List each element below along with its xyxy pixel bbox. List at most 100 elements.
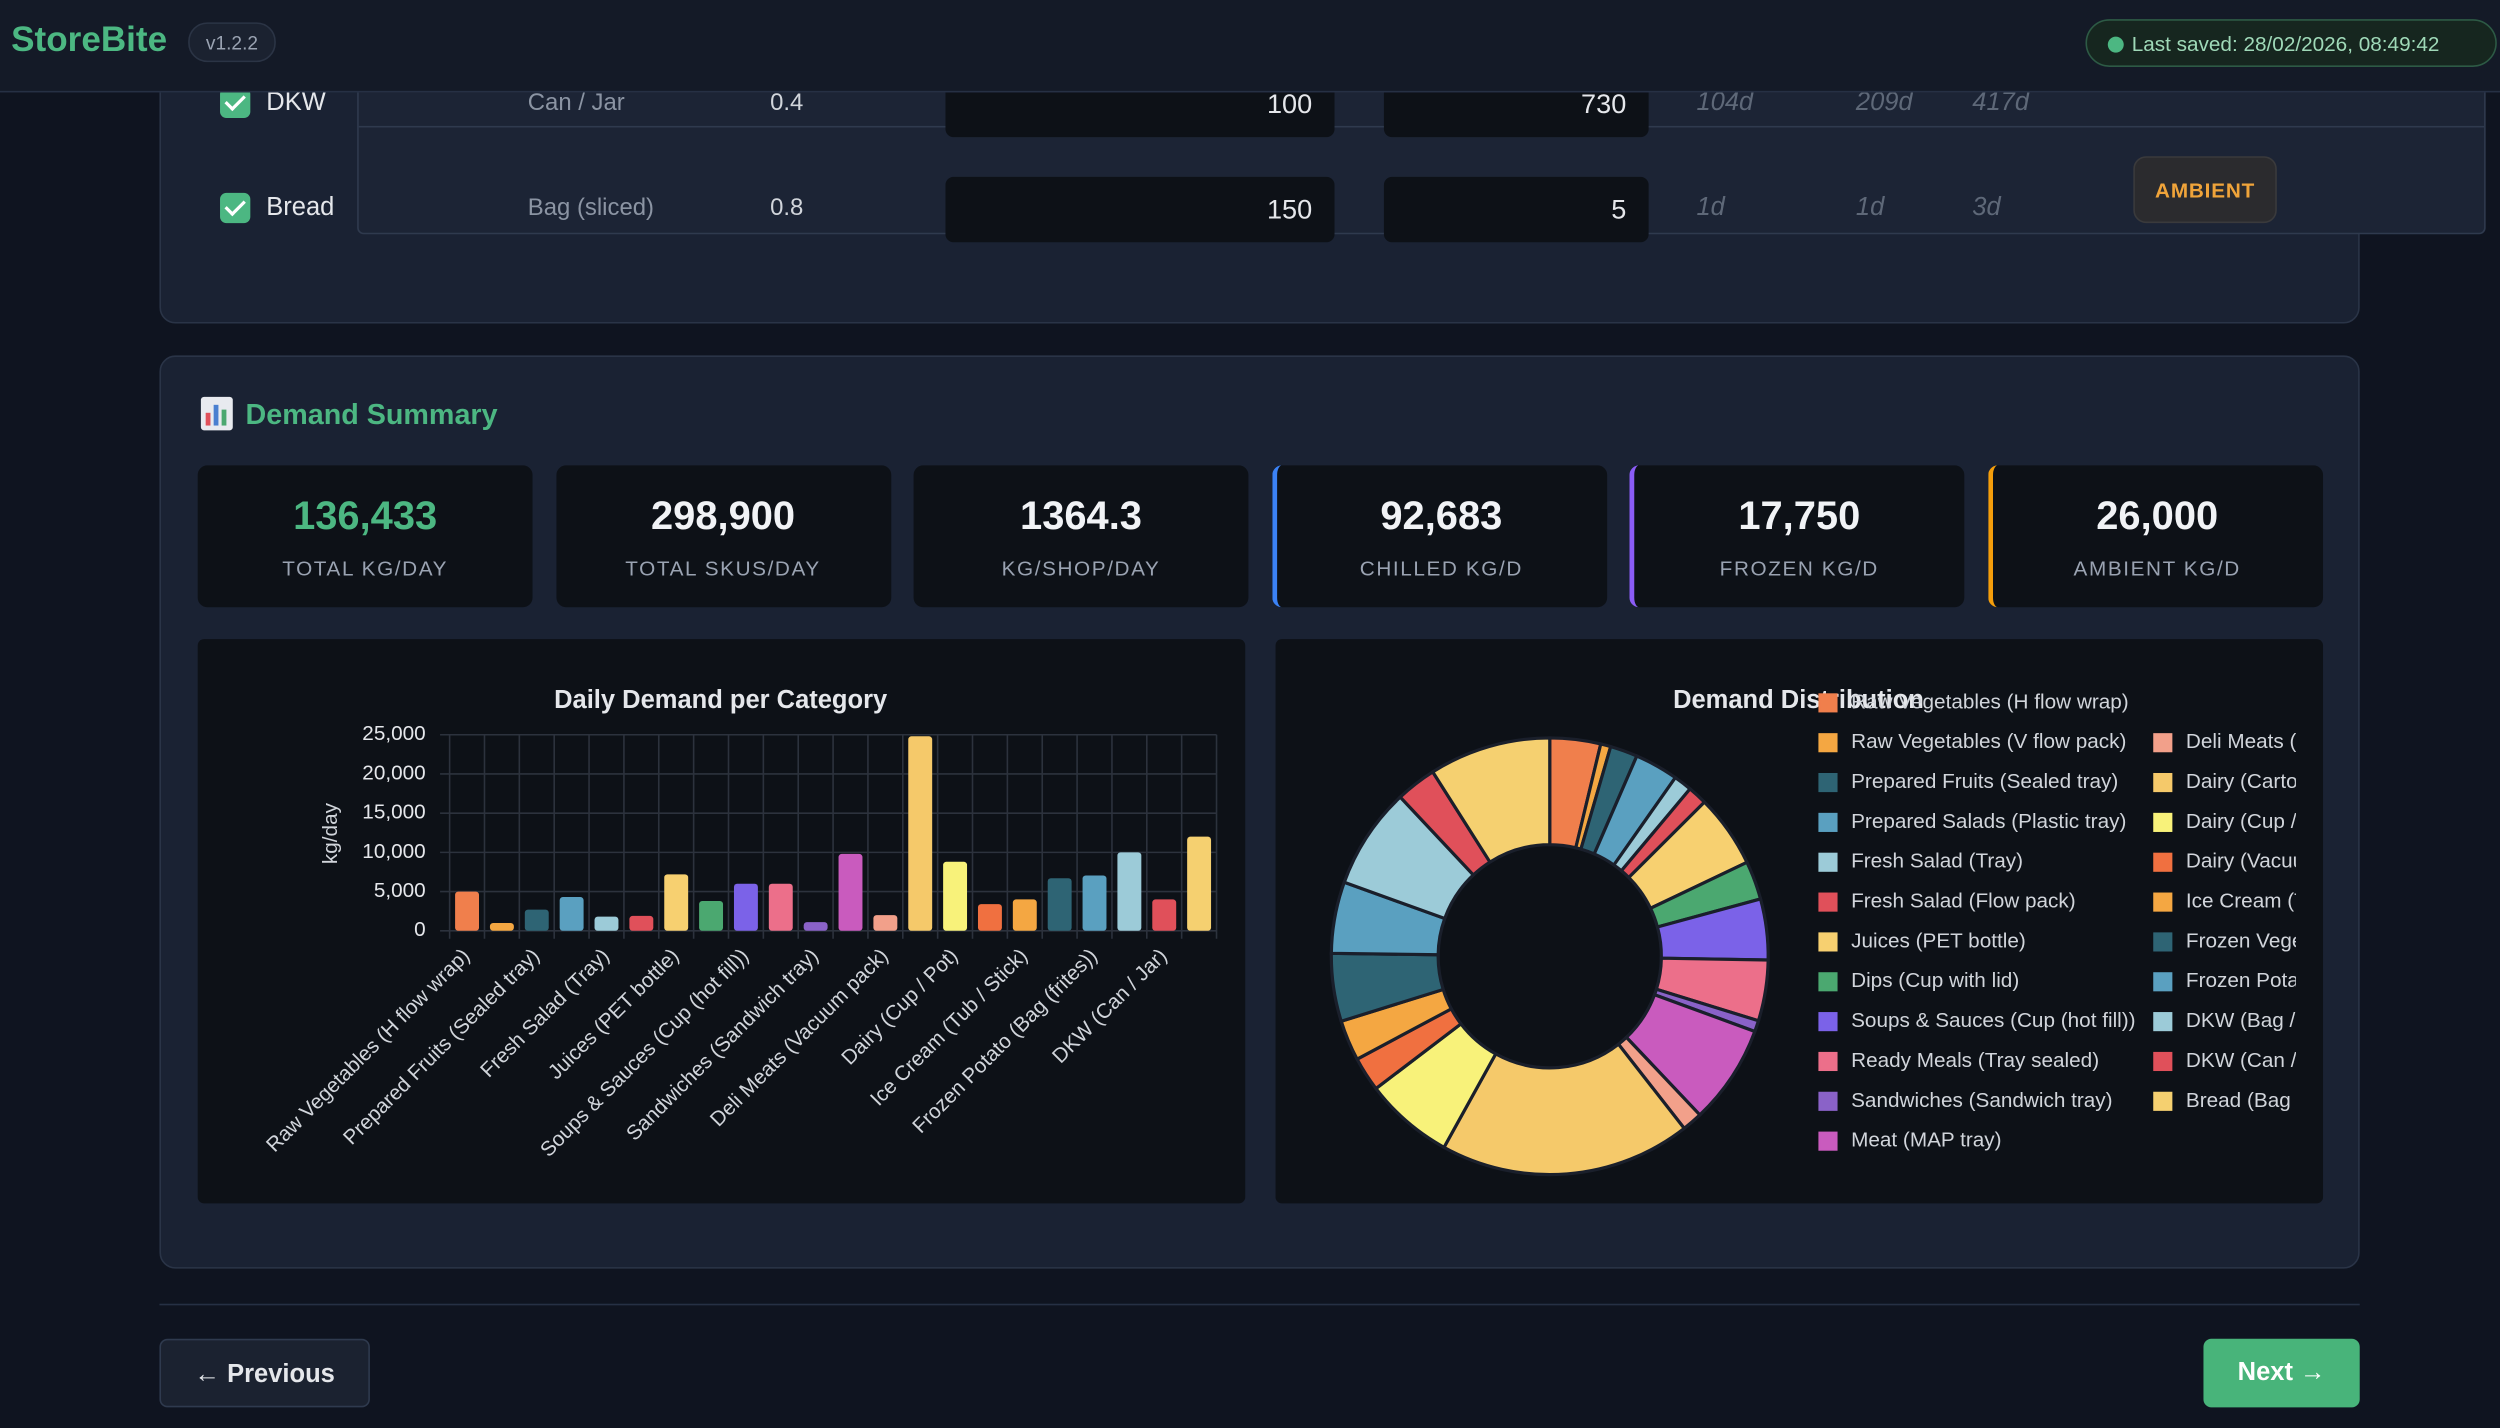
legend-swatch: [1818, 1051, 1838, 1072]
legend-swatch: [2153, 972, 2173, 992]
stat-value: 136,433: [293, 494, 438, 539]
item-name: Bread: [266, 194, 335, 222]
days: 1d: [1696, 194, 1725, 222]
pack-type: Bag (sliced): [527, 194, 655, 222]
legend-swatch: [2153, 812, 2173, 832]
days: 104d: [1696, 89, 1754, 117]
stat-card: 1364.3 KG/SHOP/DAY: [913, 465, 1249, 608]
legend-swatch: [2153, 1012, 2173, 1032]
stat-label: KG/SHOP/DAY: [1001, 556, 1161, 581]
legend-label: Ready Meals (Tray sealed): [1851, 1049, 2099, 1072]
checkbox: [220, 87, 251, 118]
divider: [159, 1303, 2360, 1306]
stat-card: 26,000 AMBIENT KG/D: [1987, 465, 2323, 608]
legend-label: Meat (MAP tray): [1851, 1129, 2001, 1152]
y-tick-label: 20,000: [362, 761, 425, 784]
bar: [1047, 878, 1072, 931]
weight: 0.8: [770, 194, 804, 222]
bar: [489, 922, 514, 931]
legend-swatch: [2153, 1051, 2173, 1072]
stat-card: 17,750 FROZEN KG/D: [1629, 465, 1965, 608]
legend-swatch: [2153, 772, 2173, 793]
legend-swatch: [1818, 1012, 1838, 1032]
item-name: DKW: [266, 89, 326, 117]
legend-swatch: [1818, 812, 1838, 832]
legend-swatch: [1818, 772, 1838, 793]
y-axis-label: kg/day: [319, 802, 342, 864]
legend-label: Sandwiches (Sandwich tray): [1851, 1089, 2112, 1112]
legend-label: Juices (PET bottle): [1851, 929, 2026, 952]
bar: [768, 883, 793, 931]
bar: [838, 853, 863, 931]
legend-swatch: [1818, 892, 1838, 912]
temp-badge: AMBIENT: [2133, 156, 2277, 224]
legend-label: Dairy (Carton): [2186, 770, 2316, 793]
legend-swatch: [1818, 1131, 1838, 1151]
chart-icon: [200, 396, 233, 431]
stat-label: TOTAL KG/DAY: [282, 556, 449, 581]
x-tick-label: Juices (PET bottle): [544, 944, 684, 1084]
shelf-input: 5: [1383, 176, 1649, 243]
legend-swatch: [1818, 972, 1838, 992]
legend-label: Soups & Sauces (Cup (hot fill)): [1851, 1009, 2135, 1032]
legend-swatch: [2153, 733, 2173, 753]
summary-title: Demand Summary: [245, 398, 498, 431]
chart-title: Daily Demand per Category: [554, 686, 888, 714]
bar: [943, 861, 968, 931]
bar: [594, 916, 619, 931]
bar: [1117, 852, 1142, 931]
stat-value: 26,000: [2096, 494, 2219, 539]
bar: [699, 900, 724, 931]
next-button[interactable]: Next →: [2203, 1338, 2360, 1408]
legend-label: Dairy (Vacuum pack): [2186, 850, 2378, 873]
legend-swatch: [1818, 852, 1838, 872]
chart-title: Demand Distribution: [1673, 686, 1924, 714]
bar: [455, 891, 480, 931]
app-title: StoreBite: [11, 19, 168, 59]
legend-label: Fresh Salad (Tray): [1851, 850, 2023, 873]
legend-swatch: [2153, 1091, 2173, 1111]
days: 1d: [1855, 194, 1885, 222]
legend-label: Dairy (Cup / Pot): [2186, 810, 2340, 833]
legend-label: Prepared Fruits (Sealed tray): [1851, 770, 2118, 793]
legend-label: Bread (Bag (sliced)): [2186, 1089, 2370, 1112]
legend-swatch: [2153, 892, 2173, 912]
y-tick-label: 25,000: [362, 722, 425, 745]
bar: [908, 736, 933, 931]
bar: [803, 922, 828, 931]
days: 417d: [1972, 89, 2030, 117]
y-tick-label: 5,000: [374, 879, 426, 902]
stat-card: 92,683 CHILLED KG/D: [1271, 465, 1607, 608]
weight: 0.4: [770, 89, 804, 117]
y-tick-label: 10,000: [362, 840, 425, 863]
bar: [733, 883, 758, 931]
bar: [629, 915, 654, 931]
y-tick-label: 0: [414, 918, 426, 941]
legend-label: DKW (Can / Jar): [2186, 1049, 2338, 1072]
save-status: Last saved: 28/02/2026, 08:49:42: [2085, 19, 2497, 67]
stat-value: 92,683: [1380, 494, 1503, 539]
previous-button[interactable]: ← Previous: [159, 1338, 370, 1408]
stat-value: 298,900: [651, 494, 796, 539]
legend-label: Raw Vegetables (H flow wrap): [1851, 690, 2129, 713]
legend-label: Prepared Salads (Plastic tray): [1851, 810, 2126, 833]
days: 209d: [1855, 89, 1913, 117]
legend-label: Raw Vegetables (V flow pack): [1851, 730, 2126, 753]
bar: [873, 915, 898, 931]
x-tick-label: Fresh Salad (Tray): [476, 944, 614, 1082]
legend-label: Fresh Salad (Flow pack): [1851, 890, 2076, 913]
legend: Raw Vegetables (H flow wrap) Raw Vegetabl…: [1818, 690, 2415, 1152]
legend-swatch: [1818, 1091, 1838, 1111]
legend-label: Frozen Vegetables (Bag): [2186, 929, 2415, 952]
legend-label: Ice Cream (Tub / Stick): [2186, 890, 2398, 913]
bar: [559, 897, 584, 931]
bar: [524, 909, 549, 931]
stat-label: CHILLED KG/D: [1359, 556, 1523, 581]
bar: [664, 874, 689, 931]
bar: [1187, 836, 1212, 931]
stat-card: 136,433 TOTAL KG/DAY: [197, 465, 533, 608]
legend-swatch: [1818, 932, 1838, 952]
pack-type: Can / Jar: [527, 89, 625, 117]
